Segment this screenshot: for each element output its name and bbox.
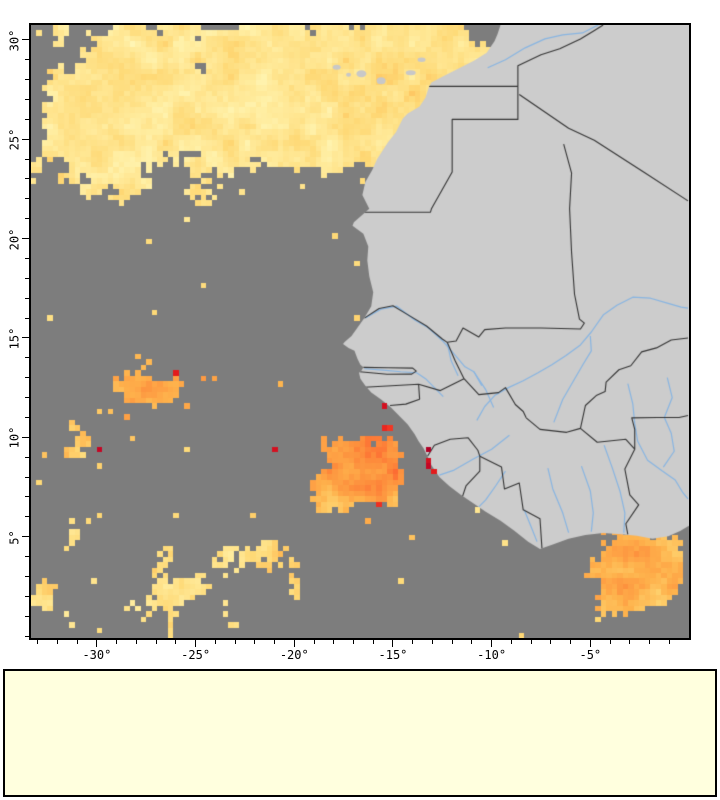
y-axis-label: 20° xyxy=(7,228,22,250)
y-axis-tick xyxy=(25,556,29,558)
x-axis-tick xyxy=(254,640,256,644)
map-canvas xyxy=(31,25,689,638)
y-axis-tick xyxy=(25,317,29,319)
y-axis-tick xyxy=(25,595,29,597)
y-axis-tick xyxy=(25,476,29,478)
x-axis-tick xyxy=(37,640,39,644)
y-axis-tick xyxy=(25,397,29,399)
x-axis-tick xyxy=(96,640,98,647)
x-axis-label: -15° xyxy=(378,648,408,662)
x-axis-tick xyxy=(116,640,118,644)
x-axis-tick xyxy=(372,640,374,644)
y-axis-tick xyxy=(25,516,29,518)
x-axis-label: -20° xyxy=(279,648,309,662)
x-axis-tick xyxy=(155,640,157,644)
x-axis-tick xyxy=(313,640,315,644)
y-axis-tick xyxy=(25,198,29,200)
y-axis-tick xyxy=(22,536,29,538)
x-axis-tick xyxy=(609,640,611,644)
x-axis-tick xyxy=(451,640,453,644)
y-axis-tick xyxy=(25,99,29,100)
y-axis-tick xyxy=(25,277,29,279)
y-axis-tick xyxy=(25,575,29,577)
x-axis-tick xyxy=(195,640,197,647)
y-axis-tick xyxy=(25,79,29,81)
x-axis-tick xyxy=(293,640,295,647)
y-axis-tick xyxy=(25,456,29,458)
y-axis-tick xyxy=(25,118,29,120)
x-axis-tick xyxy=(135,640,137,644)
y-axis-label: 15° xyxy=(7,327,22,350)
y-axis-tick xyxy=(22,337,29,339)
x-axis-tick xyxy=(76,640,78,644)
y-axis-label: 5° xyxy=(7,529,22,545)
x-axis-tick xyxy=(352,640,354,644)
y-axis-tick xyxy=(22,238,29,240)
x-axis-tick xyxy=(214,640,216,644)
legend-box: 00.10.20.30.40.50.60.70.80.91 Daily Aero… xyxy=(3,669,717,797)
y-axis-tick xyxy=(25,59,29,61)
x-axis-tick xyxy=(589,640,591,647)
y-axis-label: 30° xyxy=(7,29,22,52)
x-axis-tick xyxy=(431,640,433,644)
x-axis-label: -5° xyxy=(579,648,602,662)
y-axis-tick xyxy=(22,436,29,438)
y-axis-label: 10° xyxy=(7,426,22,449)
x-axis-tick xyxy=(392,640,394,647)
x-axis-tick xyxy=(471,640,473,644)
x-axis-tick xyxy=(333,640,335,644)
x-axis-label: -30° xyxy=(82,648,112,662)
y-axis-tick xyxy=(25,178,29,180)
x-axis-tick xyxy=(629,640,631,644)
y-axis-tick xyxy=(25,416,29,418)
x-axis-label: -10° xyxy=(477,648,507,662)
y-axis-tick xyxy=(22,39,29,41)
y-axis-tick xyxy=(25,496,29,498)
x-axis-tick xyxy=(530,640,532,644)
x-axis-tick xyxy=(412,640,414,644)
map-plot-frame xyxy=(29,23,691,640)
y-axis-tick xyxy=(25,297,29,299)
y-axis-label: 25° xyxy=(7,128,22,151)
x-axis-tick xyxy=(510,640,512,644)
x-axis-tick xyxy=(570,640,572,644)
x-axis-tick xyxy=(649,640,651,644)
x-axis-tick xyxy=(274,640,276,644)
x-axis-tick xyxy=(668,640,670,644)
x-axis-tick xyxy=(550,640,552,644)
x-axis-tick xyxy=(56,640,58,644)
y-axis-tick xyxy=(25,615,29,617)
y-axis-tick xyxy=(25,158,29,160)
x-axis-tick xyxy=(491,640,493,647)
x-axis-label: -25° xyxy=(181,648,211,662)
x-axis-tick xyxy=(234,640,236,644)
y-axis-tick xyxy=(25,377,29,379)
y-axis-tick xyxy=(25,357,29,359)
y-axis-tick xyxy=(25,257,29,259)
x-axis-tick xyxy=(175,640,177,644)
y-axis-tick xyxy=(25,635,29,637)
y-axis-tick xyxy=(22,138,29,140)
y-axis-tick xyxy=(25,218,29,220)
